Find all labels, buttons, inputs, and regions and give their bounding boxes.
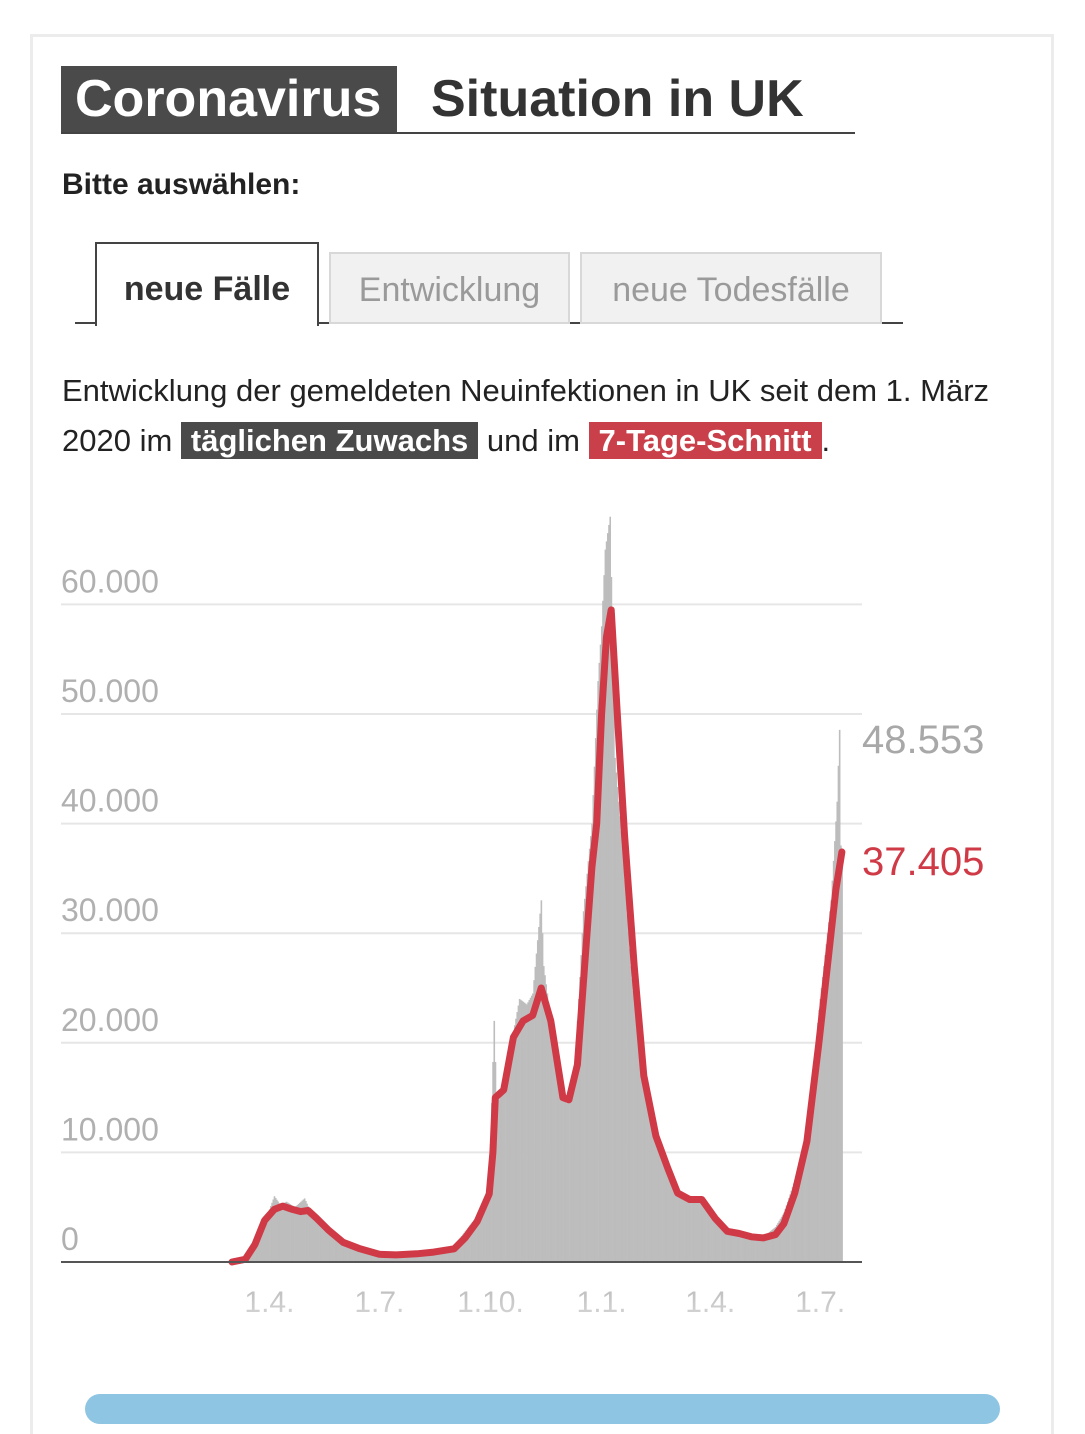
gridlines <box>61 604 862 1152</box>
daily-bars <box>233 517 843 1262</box>
x-tick-label: 1.4. <box>685 1286 735 1319</box>
end-label-daily: 48.553 <box>862 718 984 762</box>
x-tick-label: 1.10. <box>457 1286 524 1319</box>
x-tick-label: 1.4. <box>244 1286 294 1319</box>
daily-bar <box>841 867 843 1262</box>
y-tick-label: 0 <box>61 1221 79 1257</box>
y-tick-label: 10.000 <box>61 1111 159 1147</box>
x-tick-label: 1.7. <box>354 1286 404 1319</box>
x-tick-label: 1.1. <box>577 1286 627 1319</box>
end-label-average: 37.405 <box>862 840 984 884</box>
bottom-button[interactable] <box>85 1394 1000 1424</box>
y-tick-label: 30.000 <box>61 892 159 928</box>
x-tick-label: 1.7. <box>795 1286 845 1319</box>
cases-chart: 0 10.000 20.000 30.000 40.000 50.000 60.000 1.… <box>0 0 1085 1400</box>
y-tick-label: 60.000 <box>61 563 159 599</box>
y-tick-label: 40.000 <box>61 783 159 819</box>
x-axis-labels: 1.4. 1.7. 1.10. 1.1. 1.4. 1.7. <box>244 1286 845 1319</box>
y-tick-label: 20.000 <box>61 1002 159 1038</box>
y-tick-label: 50.000 <box>61 673 159 709</box>
